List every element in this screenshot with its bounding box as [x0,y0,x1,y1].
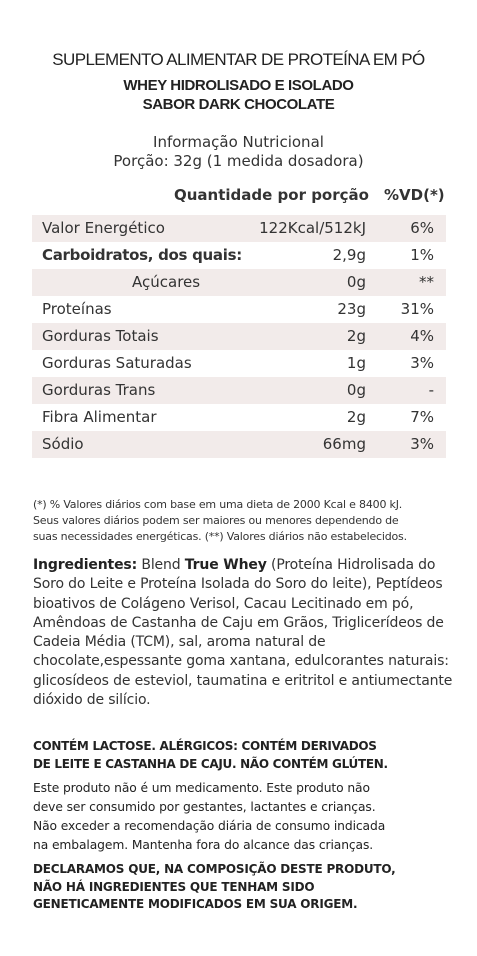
nutrition-info-title: Informação Nutricional [153,133,324,151]
table-row: Gorduras Trans 0g - [32,377,446,404]
row-vd: 3% [410,354,434,372]
ingredients-text: (Proteína Hidrolisada do Soro do Leite e… [33,557,453,709]
warning-line: Este produto não é um medicamento. Este … [33,781,370,795]
warning-line: deve ser consumido por gestantes, lactan… [33,800,376,814]
table-row: Proteínas 23g 31% [32,296,446,323]
row-quantity: 23g [337,300,366,318]
warning-notice: Este produto não é um medicamento. Este … [33,779,453,855]
allergens-line: DE LEITE E CASTANHA DE CAJU. NÃO CONTÉM … [33,757,388,771]
column-header-vd: %VD(*) [384,186,445,204]
row-quantity: 1g [346,354,366,372]
row-vd: 6% [410,219,434,237]
table-row: Gorduras Totais 2g 4% [32,323,446,350]
ingredients-label: Ingredientes: [33,557,138,573]
footnote: (*) % Valores diários com base em uma di… [33,497,453,545]
allergens-notice: CONTÉM LACTOSE. ALÉRGICOS: CONTÉM DERIVA… [33,737,453,773]
row-vd: 7% [410,408,434,426]
table-row: Açúcares 0g ** [32,269,446,296]
column-header-quantity: Quantidade por porção [174,186,369,204]
row-quantity: 2,9g [332,246,366,264]
product-title: SUPLEMENTO ALIMENTAR DE PROTEÍNA EM PÓ [52,50,425,69]
row-label: Gorduras Saturadas [42,354,192,372]
row-label: Sódio [42,435,84,453]
row-vd: 3% [410,435,434,453]
row-vd: 4% [410,327,434,345]
table-row: Carboidratos, dos quais: 2,9g 1% [32,242,446,269]
declaration-line: DECLARAMOS QUE, NA COMPOSIÇÃO DESTE PROD… [33,862,396,876]
table-row: Gorduras Saturadas 1g 3% [32,350,446,377]
declaration-line: NÃO HÁ INGREDIENTES QUE TENHAM SIDO [33,879,315,894]
footnote-line: suas necessidades energéticas. (**) Valo… [33,530,407,543]
product-subtitle: WHEY HIDROLISADO E ISOLADO [123,77,354,94]
row-vd: 31% [400,300,434,318]
row-label: Gorduras Totais [42,327,159,345]
portion-text: Porção: 32g (1 medida dosadora) [113,152,364,170]
row-label: Carboidratos, dos quais: [42,246,242,264]
product-flavor: SABOR DARK CHOCOLATE [142,96,335,113]
table-row: Fibra Alimentar 2g 7% [32,404,446,431]
ingredients-text: Blend [137,557,185,573]
row-quantity: 2g [346,327,366,345]
ingredients-brand: True Whey [184,557,267,573]
ingredients-paragraph: Ingredientes: Blend True Whey (Proteína … [33,556,458,710]
row-quantity: 0g [346,273,366,291]
table-row: Valor Energético 122Kcal/512kJ 6% [32,215,446,242]
allergens-line: CONTÉM LACTOSE. ALÉRGICOS: CONTÉM DERIVA… [33,739,377,753]
row-vd: ** [419,273,434,291]
footnote-line: Seus valores diários podem ser maiores o… [33,514,399,527]
row-quantity: 122Kcal/512kJ [259,219,366,237]
row-label: Açúcares [132,273,201,291]
footnote-line: (*) % Valores diários com base em uma di… [33,498,403,511]
warning-line: Não exceder a recomendação diária de con… [33,819,386,833]
row-label: Proteínas [42,300,112,318]
warning-line: na embalagem. Mantenha fora do alcance d… [33,838,374,852]
row-quantity: 0g [346,381,366,399]
nutrition-table: Valor Energético 122Kcal/512kJ 6% Carboi… [32,215,446,458]
row-vd: 1% [410,246,434,264]
row-vd: - [428,381,434,399]
declaration-line: GENETICAMENTE MODIFICADOS EM SUA ORIGEM. [33,897,358,911]
gmo-declaration: DECLARAMOS QUE, NA COMPOSIÇÃO DESTE PROD… [33,861,453,914]
row-label: Fibra Alimentar [42,408,157,426]
table-row: Sódio 66mg 3% [32,431,446,458]
row-label: Gorduras Trans [42,381,156,399]
row-label: Valor Energético [42,219,165,237]
row-quantity: 66mg [322,435,366,453]
row-quantity: 2g [346,408,366,426]
